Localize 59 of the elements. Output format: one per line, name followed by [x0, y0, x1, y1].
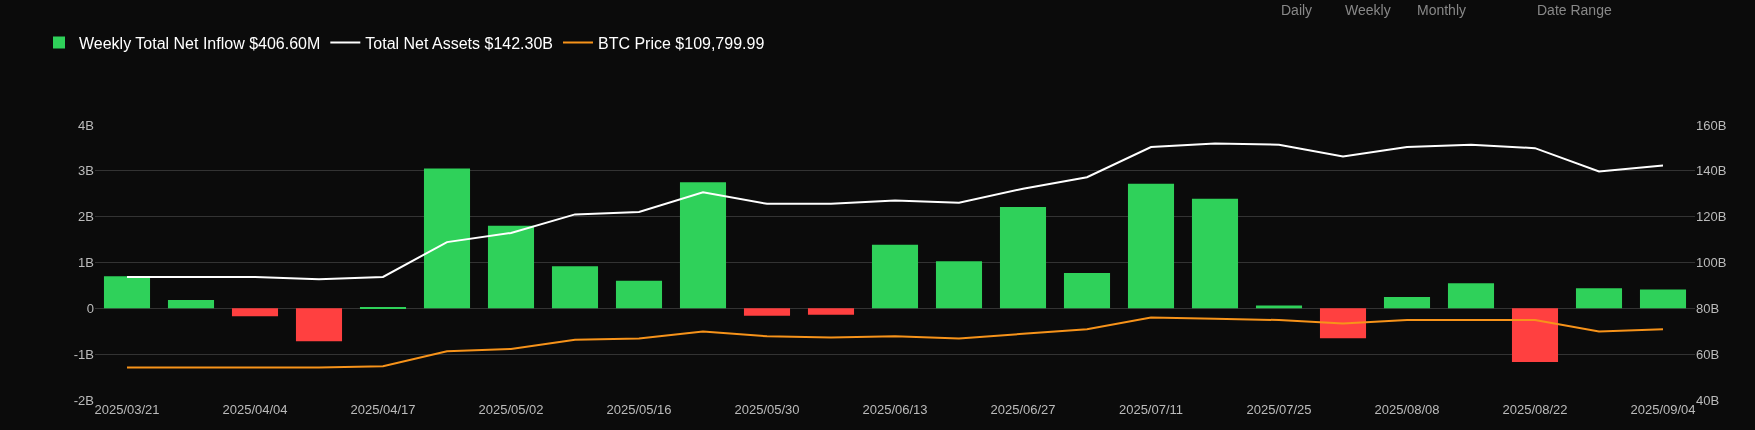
bar [871, 244, 919, 309]
text: Weekly [1345, 2, 1391, 18]
bar [1191, 198, 1239, 309]
text: Date Range [1537, 2, 1612, 18]
x-tick-label: 2025/08/22 [1502, 402, 1568, 417]
x-tick-label: 2025/09/04 [1630, 402, 1696, 417]
y2-tick-label: 120B [1696, 209, 1727, 225]
y-tick-label: 2B [78, 209, 94, 225]
x-tick-label: 2025/05/30 [734, 402, 800, 417]
bar [295, 308, 343, 342]
x-tick-label: 2025/05/02 [478, 402, 544, 417]
text: Daily [1281, 2, 1313, 18]
bar [999, 207, 1047, 309]
bar [1639, 289, 1687, 309]
line-series [126, 316, 1664, 369]
y-tick-label: 0 [86, 300, 94, 316]
y2-tick-label: 40B [1696, 392, 1720, 408]
bar [1319, 308, 1367, 339]
bar [807, 308, 855, 315]
x-tick-label: 2025/03/21 [94, 402, 160, 417]
y2-tick-label: 160B [1696, 117, 1727, 133]
x-tick-label: 2025/06/27 [990, 402, 1056, 417]
bar [743, 308, 791, 316]
bar [1447, 283, 1495, 309]
bar [231, 308, 279, 317]
bar [1511, 308, 1559, 362]
x-tick-label: 2025/07/11 [1118, 402, 1184, 417]
bar [1383, 296, 1431, 309]
x-tick-label: 2025/06/13 [862, 402, 928, 417]
bar [1063, 273, 1111, 309]
y2-tick-label: 140B [1696, 163, 1727, 179]
x-tick-label: 2025/04/17 [350, 402, 416, 417]
bar [1127, 183, 1175, 309]
text: Monthly [1417, 2, 1467, 18]
line-series [126, 142, 1664, 281]
y-tick-label: 3B [78, 163, 94, 179]
y-tick-label: 1B [78, 255, 94, 271]
y-tick-label: -2B [73, 392, 94, 408]
y2-tick-label: 60B [1696, 346, 1720, 362]
y2-tick-label: 80B [1696, 300, 1720, 316]
legend-label: Weekly Total Net Inflow $406.60M [79, 34, 321, 52]
bar [551, 266, 599, 309]
y-tick-label: 4B [78, 117, 94, 133]
legend-label: BTC Price $109,799.99 [597, 34, 765, 52]
y-tick-label: -1B [73, 346, 94, 362]
bar [103, 276, 151, 309]
x-tick-label: 2025/04/04 [222, 402, 288, 417]
bar [1575, 288, 1623, 309]
bar [615, 280, 663, 309]
y2-tick-label: 100B [1696, 255, 1727, 271]
bar [423, 168, 471, 309]
legend-label: Total Net Assets $142.30B [365, 34, 553, 52]
bar [167, 300, 215, 309]
bar [487, 225, 535, 309]
bar [679, 182, 727, 309]
x-tick-label: 2025/07/25 [1246, 402, 1312, 417]
bar [935, 261, 983, 309]
x-tick-label: 2025/08/08 [1374, 402, 1440, 417]
x-tick-label: 2025/05/16 [606, 402, 672, 417]
